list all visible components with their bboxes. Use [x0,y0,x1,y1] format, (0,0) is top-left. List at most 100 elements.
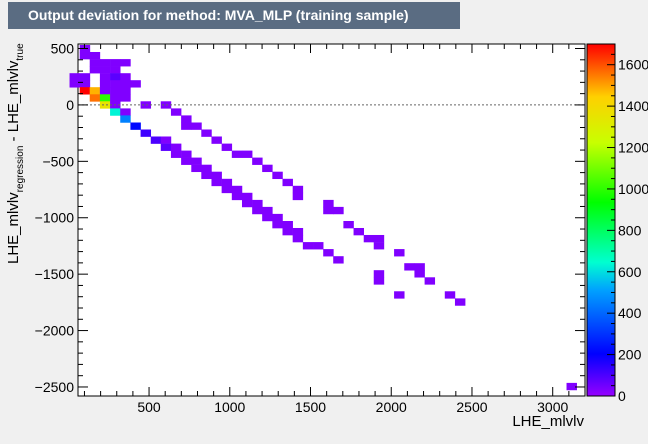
heatmap-cell [241,199,253,208]
heatmap-cell [394,291,405,299]
heatmap-cell [120,59,131,67]
heatmap-cell [252,157,263,165]
heatmap-cell [110,66,121,74]
heatmap-cell [454,298,466,306]
heatmap-cell [140,101,152,109]
heatmap-cell [363,234,375,243]
heatmap-cell [150,136,162,144]
y-tick-label: 500 [51,41,75,57]
heatmap-cell [333,206,344,215]
heatmap-cell [79,87,91,95]
heatmap-cell [292,234,304,243]
x-tick-label: 1000 [214,399,245,415]
heatmap-cell [89,66,101,74]
z-tick-label: 1400 [618,98,648,114]
heatmap-cell [110,94,121,102]
heatmap-cell [414,270,425,278]
heatmap-cell [89,87,101,95]
heatmap-cell [130,80,141,88]
heatmap-cell [201,164,212,173]
heatmap-cell [323,249,334,257]
heatmap-cell [272,171,283,180]
heatmap-cell [231,185,243,194]
heatmap-cell [89,59,101,67]
z-tick-label: 1200 [618,140,648,156]
heatmap-cell [160,136,172,144]
heatmap-cell [130,122,141,130]
heatmap-cell [181,150,192,158]
heatmap-cell [221,143,233,151]
heatmap-cell [140,129,152,137]
heatmap-cell [89,51,101,60]
heatmap-cell [191,164,202,173]
heatmap-cell [373,234,385,243]
heatmap-cell [221,185,233,194]
x-axis-label: LHE_mlvlv [512,413,584,430]
color-scale-axis: 0 200 400 600 800 1000 1200 1400 1600 [607,43,648,404]
heatmap-cell [333,256,344,264]
heatmap-cell [313,242,324,250]
y-tick-label: 0 [66,97,74,113]
heatmap-cell [99,66,111,74]
heatmap-cell [373,270,385,278]
heatmap-cell [292,192,304,201]
heatmap-cell [424,277,436,285]
heatmap-cell [262,206,273,215]
heatmap-cell [323,206,334,215]
heatmap-cell [160,101,172,109]
heatmap-cell [79,73,91,81]
heatmap-cell [160,143,172,151]
z-tick-label: 400 [618,305,642,321]
heatmap-cell [110,73,121,81]
heatmap-cells [69,44,577,391]
y-tick-label: −1500 [35,266,75,282]
x-axis: 500 1000 1500 2000 2500 3000 [83,44,586,415]
heatmap-cell [120,94,131,102]
heatmap-cell [444,291,456,299]
heatmap-cell [120,115,131,123]
heatmap-cell [120,108,131,116]
heatmap-cell [181,115,192,123]
color-scale-bar [586,43,616,397]
x-tick-label: 3000 [537,399,568,415]
z-tick-label: 1600 [618,57,648,73]
heatmap-cell [120,80,131,88]
heatmap-cell [343,220,354,229]
heatmap-cell [99,94,111,102]
heatmap-cell [282,227,293,236]
heatmap-cell [99,80,111,88]
heatmap-cell [120,87,131,95]
heatmap-cell [211,171,222,180]
heatmap-cell [262,213,273,222]
heatmap-cell [110,80,121,88]
heatmap-cell [231,150,243,158]
heatmap-cell [69,80,80,88]
heatmap-cell [201,129,212,137]
z-tick-label: 600 [618,264,642,280]
heatmap-cell [79,80,91,88]
x-tick-label: 2000 [376,399,407,415]
heatmap-cell [302,242,314,250]
heatmap-cell [566,382,577,391]
y-axis: 500 0 −500 −1000 −1500 −2000 −2500 [35,41,585,395]
heatmap-cell [170,150,182,158]
heatmap-cell [404,263,415,271]
chart-title: Output deviation for method: MVA_MLP (tr… [8,2,460,29]
heatmap-cell [272,220,283,229]
heatmap-cell [282,220,293,229]
x-tick-label: 500 [137,399,161,415]
z-tick-label: 0 [618,388,626,404]
heatmap-cell [99,73,111,81]
heatmap-cell [323,199,334,208]
x-tick-label: 2500 [456,399,487,415]
heatmap-cell [262,164,273,173]
x-tick-label: 1500 [295,399,326,415]
heatmap-cell [191,157,202,165]
y-axis-label: LHE_mlvlvregression - LHE_mlvlvtrue [5,43,26,264]
heatmap-cell [282,178,293,187]
heatmap-cell [252,206,263,215]
heatmap-cell [414,263,425,271]
heatmap-cell [110,108,121,116]
heatmap-cell [241,192,253,201]
